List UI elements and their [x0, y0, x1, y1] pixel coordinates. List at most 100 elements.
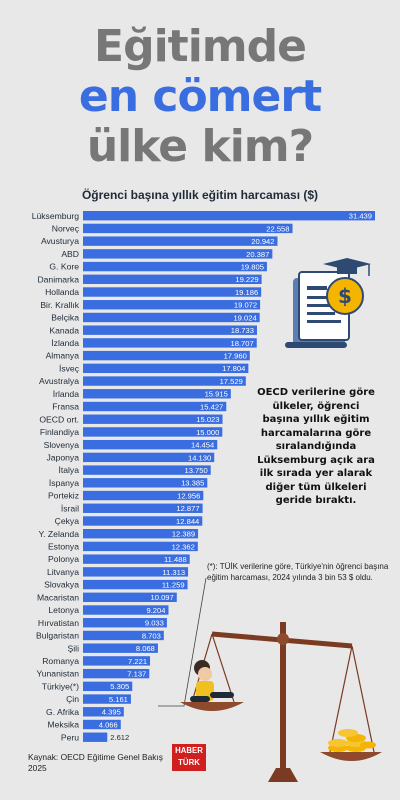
bar	[83, 605, 169, 615]
value-label: 19.229	[235, 275, 258, 284]
category-label: İrlanda	[53, 389, 79, 399]
category-label: Kanada	[49, 325, 79, 335]
source-note: Kaynak: OECD Eğitime Genel Bakış 2025	[28, 752, 163, 773]
value-label: 19.186	[235, 288, 258, 297]
value-label: 5.161	[109, 695, 128, 704]
category-label: Belçika	[51, 313, 79, 323]
bar	[83, 554, 190, 564]
value-label: 4.066	[99, 720, 118, 729]
value-label: 10.097	[151, 593, 174, 602]
value-label: 11.313	[162, 568, 185, 577]
value-label: 11.488	[164, 555, 187, 564]
category-label: Çin	[66, 694, 79, 704]
bar	[83, 643, 158, 653]
value-label: 15.427	[200, 402, 223, 411]
bar	[83, 312, 260, 323]
bar	[83, 414, 223, 424]
category-label: İzlanda	[51, 338, 79, 348]
balance-scale-icon	[180, 622, 382, 782]
category-label: Şili	[68, 643, 80, 653]
value-label: 12.389	[172, 530, 195, 539]
bar	[83, 401, 227, 412]
category-label: OECD ort.	[39, 414, 79, 424]
value-label: 9.033	[145, 619, 164, 628]
category-label: ABD	[61, 249, 79, 259]
bar	[83, 719, 121, 730]
category-label: Macaristan	[37, 592, 79, 602]
bar	[83, 452, 215, 463]
bar	[83, 338, 257, 348]
footnote: (*): TÜİK verilerine göre, Türkiye'nin ö…	[207, 562, 389, 582]
bar	[83, 707, 124, 717]
category-label: Avusturya	[41, 236, 79, 246]
category-label: Bulgaristan	[36, 631, 79, 641]
category-label: Danimarka	[37, 274, 79, 284]
category-label: Y. Zelanda	[39, 529, 80, 539]
bar	[83, 236, 278, 246]
value-label: 17.804	[222, 364, 245, 373]
category-label: Almanya	[46, 351, 80, 361]
bar	[83, 516, 203, 526]
value-label: 13.385	[181, 479, 204, 488]
bar	[83, 503, 203, 513]
value-label: 31.439	[349, 212, 372, 221]
bar	[83, 287, 262, 297]
category-label: Litvanya	[47, 567, 79, 577]
value-label: 15.023	[196, 415, 219, 424]
value-label: 12.362	[172, 542, 195, 551]
category-label: Romanya	[42, 656, 79, 666]
bar	[83, 668, 150, 679]
value-label: 20.387	[246, 250, 269, 259]
value-label: 7.137	[127, 670, 146, 679]
value-label: 19.024	[233, 313, 256, 322]
headline-line-3: ülke kim?	[86, 121, 314, 172]
bar	[83, 363, 249, 374]
bar	[83, 541, 198, 552]
bar	[83, 579, 188, 590]
category-label: Norveç	[52, 224, 80, 234]
category-label: G. Afrika	[46, 707, 79, 717]
category-label: İsrail	[61, 503, 79, 513]
value-label: 12.844	[176, 517, 199, 526]
bar	[83, 439, 218, 450]
category-label: Türkiye(*)	[42, 681, 79, 691]
bar	[83, 350, 250, 361]
bar	[83, 427, 223, 437]
bar	[83, 592, 177, 602]
category-label: G. Kore	[49, 262, 79, 272]
category-label: Letonya	[48, 605, 79, 615]
category-label: Avustralya	[39, 376, 79, 386]
value-label: 4.395	[102, 708, 121, 717]
value-label: 7.221	[128, 657, 147, 666]
value-label: 12.956	[177, 491, 200, 500]
bar	[83, 490, 204, 501]
value-label: 12.877	[176, 504, 199, 513]
bar	[83, 300, 261, 310]
category-label: Polonya	[48, 554, 79, 564]
bar	[83, 223, 293, 234]
value-label: 17.960	[224, 352, 247, 361]
education-finance-icon: $	[285, 258, 371, 348]
value-label: 22.558	[266, 224, 289, 233]
headline-line-2: en cömert	[78, 71, 322, 122]
value-label: 8.068	[136, 644, 155, 653]
category-label: Japonya	[47, 452, 80, 462]
category-label: Slovenya	[44, 440, 80, 450]
bar	[83, 732, 108, 742]
value-label: 14.454	[191, 441, 214, 450]
value-label: 19.805	[241, 262, 264, 271]
value-label: 14.130	[188, 453, 211, 462]
category-label: İsveç	[59, 363, 80, 373]
category-label: Hollanda	[45, 287, 79, 297]
value-label: 9.204	[146, 606, 165, 615]
value-label: 17.529	[220, 377, 243, 386]
category-label: İspanya	[49, 478, 79, 488]
bar	[83, 274, 262, 284]
note-text: OECD verilerine göre ülkeler, öğrenci ba…	[257, 387, 375, 506]
category-label: Meksika	[47, 720, 79, 730]
bar	[83, 529, 199, 539]
category-label: Çekya	[55, 516, 80, 526]
bar	[83, 261, 267, 272]
value-label: 18.733	[231, 326, 254, 335]
